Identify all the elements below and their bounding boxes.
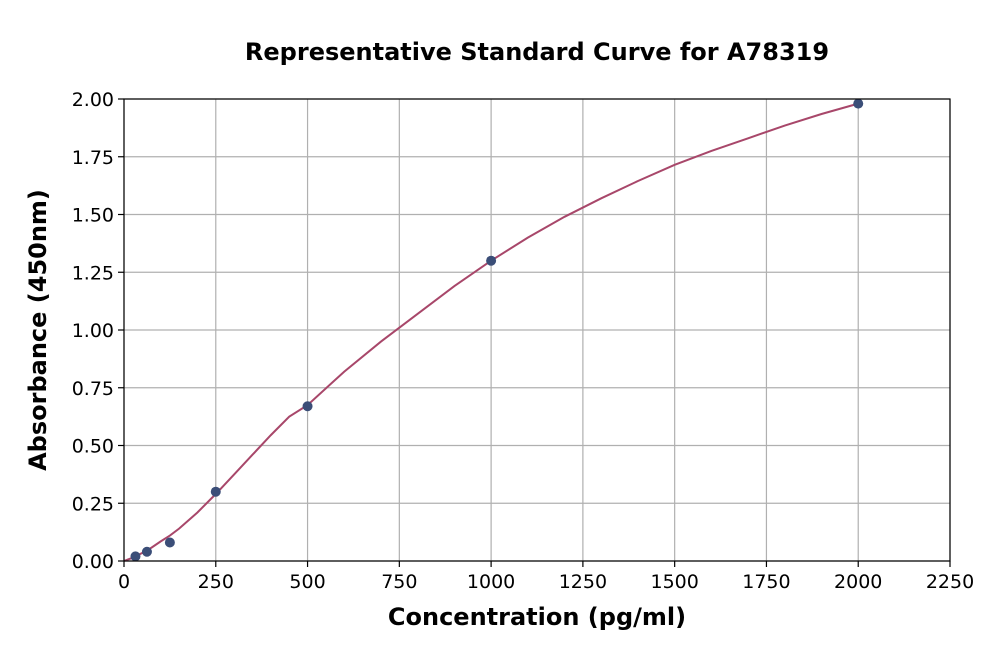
x-tick-label: 1500: [650, 571, 698, 593]
y-tick-label: 1.50: [72, 205, 114, 227]
data-point: [853, 98, 864, 109]
data-point: [130, 551, 141, 562]
y-tick-label: 0.25: [72, 493, 114, 515]
x-tick-label: 2000: [834, 571, 882, 593]
chart-title: Representative Standard Curve for A78319: [244, 38, 830, 66]
y-tick-label: 0.50: [72, 436, 114, 458]
x-axis-label: Concentration (pg/ml): [387, 603, 687, 631]
x-tick-label: 750: [381, 571, 417, 593]
x-tick-label: 500: [289, 571, 325, 593]
data-point: [486, 255, 497, 266]
tick-layer: 0 250 500 750 1000 1250 1500 1750 2000 2250 0.00 0.…: [72, 89, 974, 593]
data-point: [302, 401, 313, 412]
y-tick-label: 0.00: [72, 551, 114, 573]
x-tick-label: 1000: [467, 571, 515, 593]
y-tick-label: 1.00: [72, 320, 114, 342]
fit-curve-line: [123, 102, 859, 562]
x-tick-label: 1750: [742, 571, 790, 593]
x-tick-label: 250: [198, 571, 234, 593]
curve-layer: [123, 102, 859, 562]
x-tick-label: 1250: [559, 571, 607, 593]
y-tick-label: 0.75: [72, 378, 114, 400]
x-tick-label: 0: [118, 571, 130, 593]
y-tick-label: 1.25: [72, 262, 114, 284]
data-point: [164, 537, 175, 548]
y-tick-label: 1.75: [72, 147, 114, 169]
y-tick-label: 2.00: [72, 89, 114, 111]
x-tick-label: 2250: [926, 571, 974, 593]
data-point: [210, 486, 221, 497]
grid-layer: [123, 98, 951, 562]
point-layer: [130, 98, 864, 562]
data-point: [141, 546, 152, 557]
